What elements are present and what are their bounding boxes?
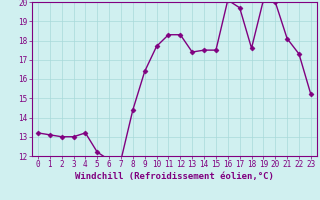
X-axis label: Windchill (Refroidissement éolien,°C): Windchill (Refroidissement éolien,°C) (75, 172, 274, 181)
